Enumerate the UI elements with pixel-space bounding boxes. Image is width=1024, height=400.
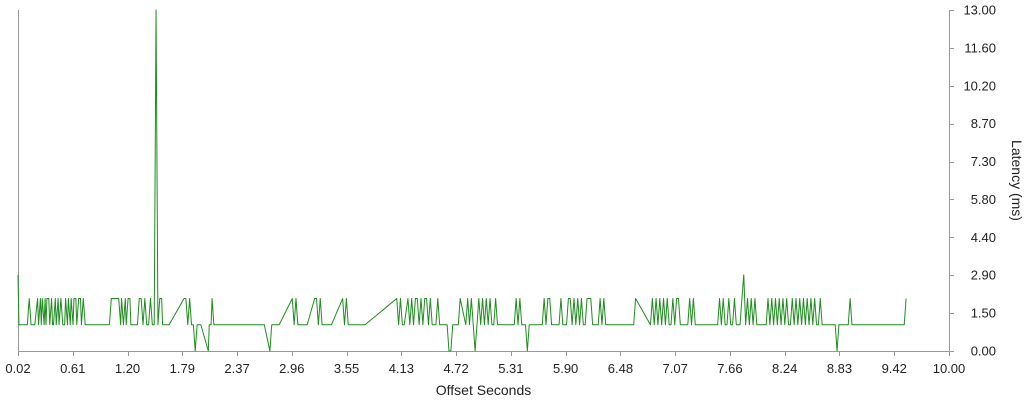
x-tick-label: 8.83 (827, 361, 852, 376)
x-tick-label: 8.24 (772, 361, 797, 376)
series-line-latency (17, 9, 907, 352)
x-tick-label: 7.07 (663, 361, 688, 376)
y-tick-label: 10.20 (963, 78, 996, 93)
x-tick-label: 5.90 (553, 361, 578, 376)
x-tick-label: 6.48 (608, 361, 633, 376)
x-tick-label: 4.13 (389, 361, 414, 376)
y-tick-label: 5.80 (971, 192, 996, 207)
y-ticks: 0.00 1.50 2.90 4.40 5.80 7.30 8.70 10.20 11.60 13… (949, 3, 996, 359)
y-tick-label: 1.50 (971, 306, 996, 321)
x-tick-label: 1.20 (115, 361, 140, 376)
y-axis-title: Latency (ms) (1009, 140, 1024, 221)
y-tick-label: 2.90 (971, 268, 996, 283)
x-ticks: 0.02 0.61 1.20 1.79 2.37 2.96 3.55 4.13 4.72 5.31… (5, 351, 965, 376)
x-tick-label: 7.66 (717, 361, 742, 376)
x-tick-label: 2.96 (279, 361, 304, 376)
x-tick-label: 0.02 (5, 361, 30, 376)
x-tick-label: 3.55 (334, 361, 359, 376)
series-layer (17, 9, 907, 352)
x-tick-label: 1.79 (170, 361, 195, 376)
y-tick-label: 11.60 (964, 40, 996, 55)
y-tick-label: 8.70 (971, 116, 996, 131)
x-tick-label: 9.42 (882, 361, 907, 376)
x-tick-label: 0.61 (60, 361, 85, 376)
x-tick-label: 5.31 (498, 361, 523, 376)
x-axis-title: Offset Seconds (436, 382, 531, 398)
x-tick-label: 2.37 (224, 361, 249, 376)
y-tick-label: 0.00 (971, 344, 996, 359)
y-tick-label: 7.30 (971, 154, 996, 169)
y-tick-label: 13.00 (963, 3, 996, 18)
y-tick-label: 4.40 (971, 230, 996, 245)
x-tick-label: 4.72 (443, 361, 468, 376)
x-tick-label: 10.00 (933, 361, 966, 376)
